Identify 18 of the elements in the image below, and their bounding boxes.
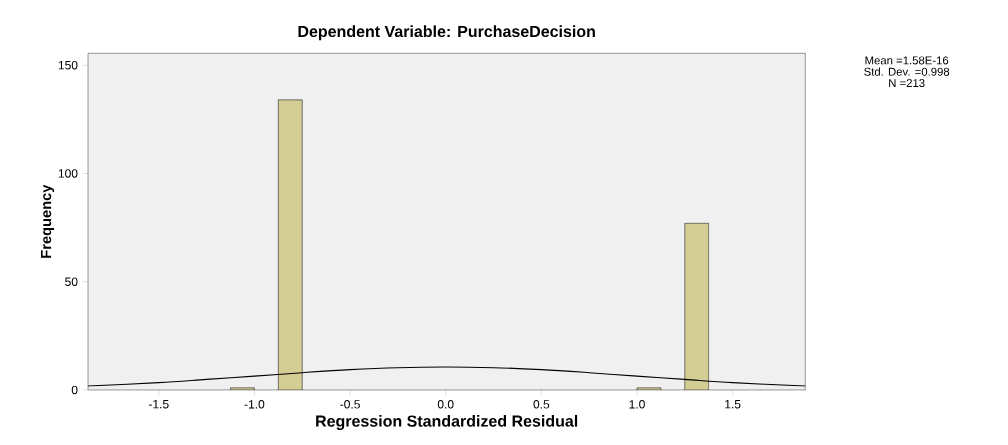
x-tick-label: -1.0	[244, 400, 265, 409]
x-tick-label: 0.0	[437, 400, 454, 409]
x-tick-label: 1.5	[725, 400, 741, 409]
chart-title: Dependent Variable: PurchaseDecision	[298, 25, 595, 41]
text: Std. Dev. =0.998	[864, 67, 950, 76]
x-tick-label: 0.5	[533, 400, 550, 409]
y-axis-title: Frequency	[41, 184, 55, 258]
x-tick-label: 1.0	[629, 400, 645, 409]
text: Mean =1.58E-16	[865, 56, 949, 65]
y-tick-label: 50	[65, 277, 78, 286]
text: N =213	[889, 79, 925, 88]
x-axis-title: Regression Standardized Residual	[316, 415, 578, 430]
y-tick-label: 0	[71, 385, 78, 395]
line-series	[88, 366, 806, 387]
x-tick-label: -0.5	[340, 400, 360, 409]
y-tick-label: 100	[58, 169, 78, 178]
y-tick-label: 150	[58, 60, 78, 70]
x-tick-label: -1.5	[148, 400, 169, 409]
